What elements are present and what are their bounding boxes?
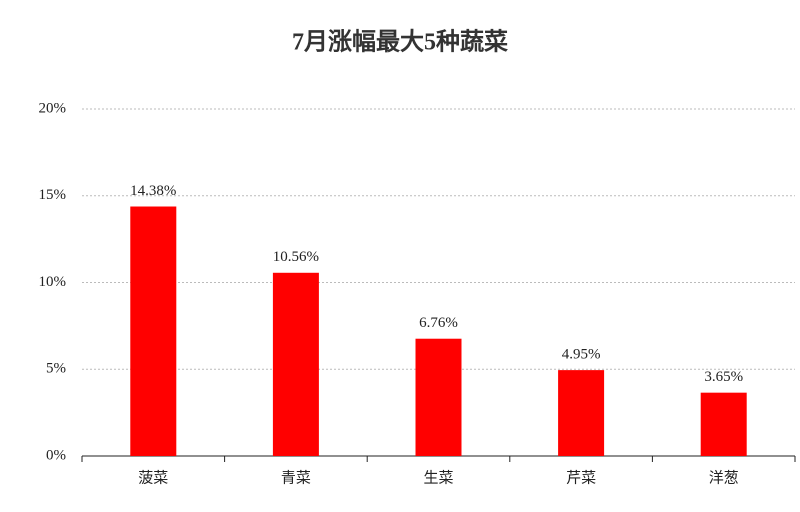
bar: [415, 338, 462, 456]
value-label: 3.65%: [704, 369, 743, 385]
value-label: 14.38%: [130, 183, 176, 199]
y-tick-label: 20%: [39, 100, 67, 116]
y-tick-label: 5%: [46, 361, 66, 377]
x-tick-label: 菠菜: [138, 469, 168, 486]
x-tick-label: 青菜: [281, 469, 311, 486]
bar: [272, 272, 319, 456]
bar: [558, 370, 605, 456]
x-tick-label: 生菜: [423, 469, 453, 486]
value-label: 10.56%: [273, 249, 319, 265]
y-tick-label: 15%: [39, 187, 67, 203]
y-tick-label: 10%: [39, 274, 67, 290]
chart-title: 7月涨幅最大5种蔬菜: [292, 29, 508, 56]
x-tick-label: 芹菜: [566, 469, 596, 486]
bar: [700, 392, 747, 456]
value-label: 6.76%: [419, 315, 458, 331]
value-label: 4.95%: [562, 347, 601, 363]
y-tick-label: 0%: [46, 447, 66, 463]
bar: [130, 206, 177, 456]
x-tick-label: 洋葱: [709, 469, 739, 486]
